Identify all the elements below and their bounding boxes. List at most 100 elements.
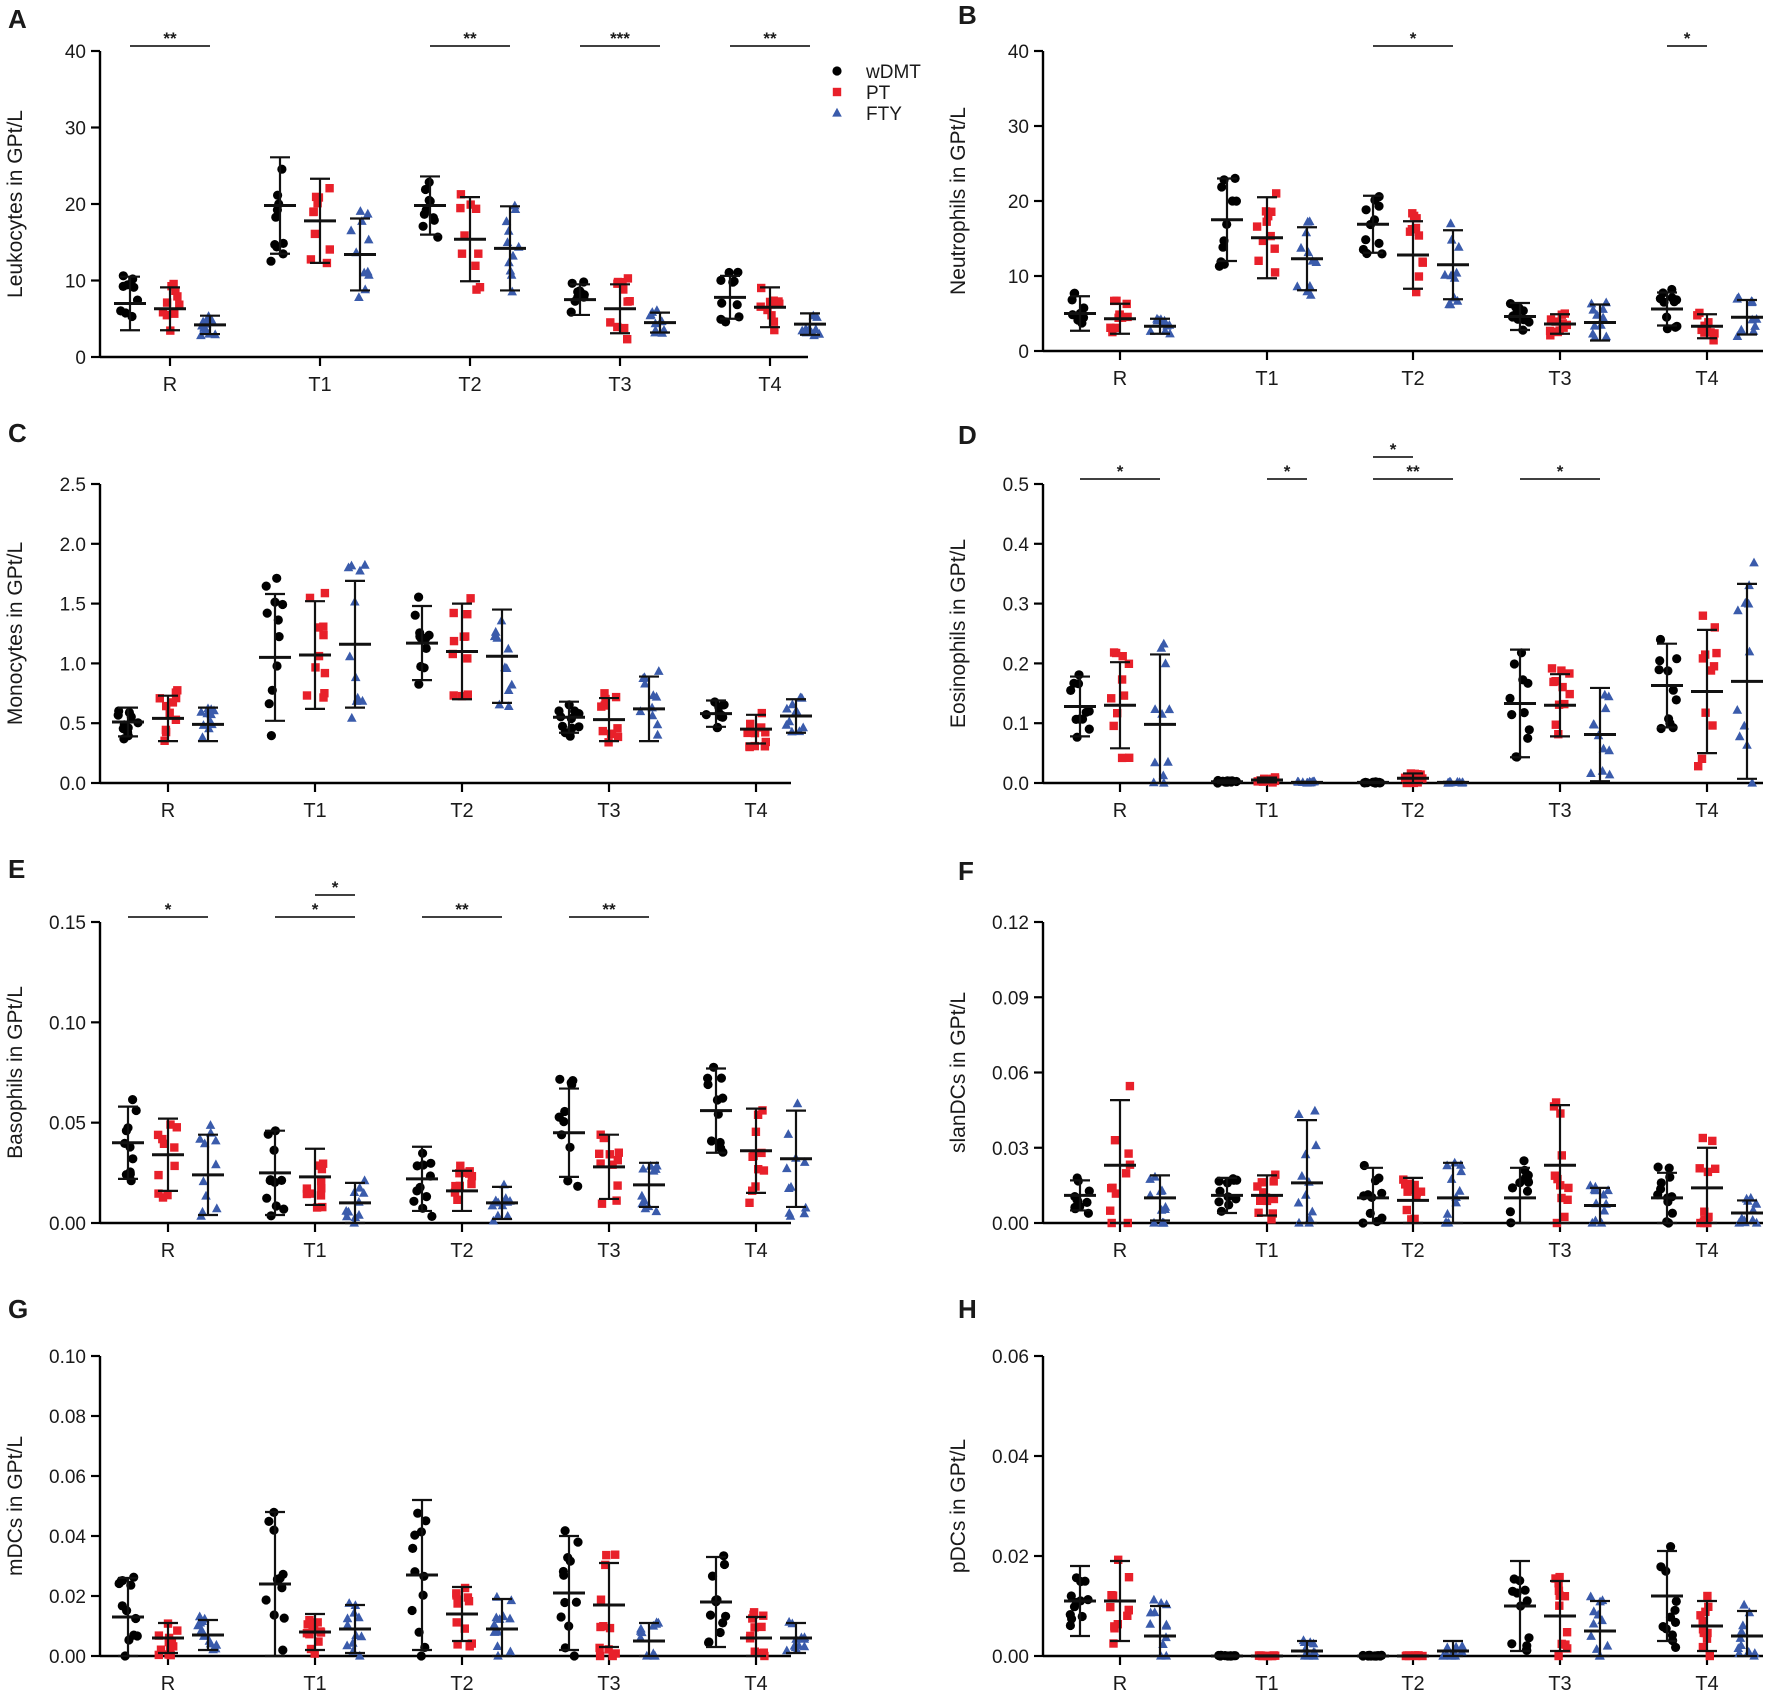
panel-a: A 0 10 20 30 40 R T1 T2 T3 T4 Leukocytes in GPt/L **… xyxy=(4,4,826,396)
data-point xyxy=(162,311,172,320)
data-point xyxy=(463,654,472,663)
data-point xyxy=(1698,611,1708,620)
data-point xyxy=(1160,658,1171,668)
data-point xyxy=(170,1161,179,1171)
data-point xyxy=(1150,757,1160,767)
data-point xyxy=(1701,1607,1710,1616)
data-point xyxy=(1695,308,1704,318)
y-tick-label: 0.00 xyxy=(49,1647,86,1668)
data-point xyxy=(573,1181,583,1191)
data-point xyxy=(623,335,632,344)
data-point xyxy=(360,559,370,569)
data-point xyxy=(456,190,466,199)
data-point xyxy=(1149,1217,1159,1227)
y-tick-label: 30 xyxy=(1008,117,1029,138)
data-point xyxy=(197,1206,208,1216)
data-point xyxy=(557,721,568,732)
data-point xyxy=(1551,720,1560,729)
data-point xyxy=(1668,685,1678,695)
data-point xyxy=(565,1556,575,1566)
data-point xyxy=(1306,290,1316,299)
legend-marker xyxy=(832,66,842,76)
data-point xyxy=(1266,231,1275,241)
data-point xyxy=(1217,182,1227,192)
data-point xyxy=(1505,693,1515,704)
data-point xyxy=(113,710,123,720)
data-point xyxy=(1672,654,1682,664)
x-tick-label: T1 xyxy=(1255,1673,1278,1695)
data-point xyxy=(211,1135,221,1145)
data-point xyxy=(1405,1179,1414,1188)
data-point xyxy=(1545,326,1555,336)
data-point xyxy=(1511,302,1521,312)
significance-label: ** xyxy=(1406,462,1420,481)
data-point xyxy=(420,184,431,195)
panel-g: G 0.00 0.02 0.04 0.06 0.08 0.10 R T1 T2 T3 T4 mDCs i… xyxy=(4,1294,812,1695)
data-point xyxy=(354,1209,364,1219)
data-point xyxy=(1164,704,1175,714)
x-tick-label: T1 xyxy=(1255,800,1278,822)
data-point xyxy=(749,1151,758,1161)
data-point xyxy=(1588,1618,1599,1628)
significance-label: ** xyxy=(163,29,177,48)
data-point xyxy=(1749,557,1759,567)
data-point xyxy=(1697,754,1707,763)
data-point xyxy=(278,1569,288,1579)
data-point xyxy=(310,229,320,239)
data-point xyxy=(156,1645,166,1654)
x-tick-label: T1 xyxy=(303,1240,326,1262)
data-point xyxy=(131,1105,141,1116)
data-point xyxy=(786,1181,796,1191)
data-point xyxy=(1655,634,1666,645)
x-tick-label: T1 xyxy=(1255,1240,1278,1262)
data-point xyxy=(1119,691,1129,700)
data-point xyxy=(453,1195,462,1204)
significance-label: ** xyxy=(463,29,477,48)
data-point xyxy=(1300,1149,1311,1159)
data-point xyxy=(1065,1610,1075,1620)
data-point xyxy=(346,225,356,235)
data-point xyxy=(1109,1639,1118,1648)
data-point xyxy=(303,1620,312,1629)
x-tick-label: T2 xyxy=(1401,800,1424,822)
data-point xyxy=(493,1626,503,1636)
panel-letter: F xyxy=(958,856,974,886)
data-point xyxy=(502,1211,513,1220)
data-point xyxy=(453,1640,462,1649)
data-point xyxy=(1653,1162,1663,1172)
significance-label: * xyxy=(1117,462,1124,481)
y-tick-label: 30 xyxy=(65,119,86,140)
data-point xyxy=(602,1550,611,1560)
data-point xyxy=(604,738,613,747)
data-point xyxy=(1069,678,1079,688)
x-tick-label: T3 xyxy=(597,1673,620,1695)
data-point xyxy=(355,1650,365,1660)
y-tick-label: 0.5 xyxy=(60,714,86,735)
data-point xyxy=(782,1163,792,1173)
data-point xyxy=(1454,241,1464,251)
data-point xyxy=(1416,1187,1426,1196)
data-point xyxy=(1157,1185,1167,1195)
data-point xyxy=(196,707,206,716)
data-point xyxy=(129,1630,139,1640)
data-point xyxy=(732,300,742,310)
data-point xyxy=(613,724,622,733)
data-point xyxy=(1590,1185,1601,1195)
data-point xyxy=(1081,707,1091,717)
data-point xyxy=(1106,1206,1115,1215)
data-point xyxy=(792,1098,803,1108)
panel-letter: A xyxy=(8,4,27,34)
x-tick-label: T3 xyxy=(1548,368,1571,390)
panel-letter: E xyxy=(8,854,25,884)
data-point xyxy=(1440,269,1450,279)
data-point xyxy=(782,703,792,713)
data-point xyxy=(715,1137,725,1148)
data-point xyxy=(745,1198,754,1207)
data-point xyxy=(277,164,287,174)
data-point xyxy=(1507,1639,1517,1649)
data-point xyxy=(559,1117,569,1127)
data-point xyxy=(1704,1602,1713,1611)
panel-c: C 0.0 0.5 1.0 1.5 2.0 2.5 R T1 T2 T3 T4 Monocytes in… xyxy=(4,418,812,822)
data-point xyxy=(1712,648,1721,658)
legend-label: wDMT xyxy=(865,62,921,83)
